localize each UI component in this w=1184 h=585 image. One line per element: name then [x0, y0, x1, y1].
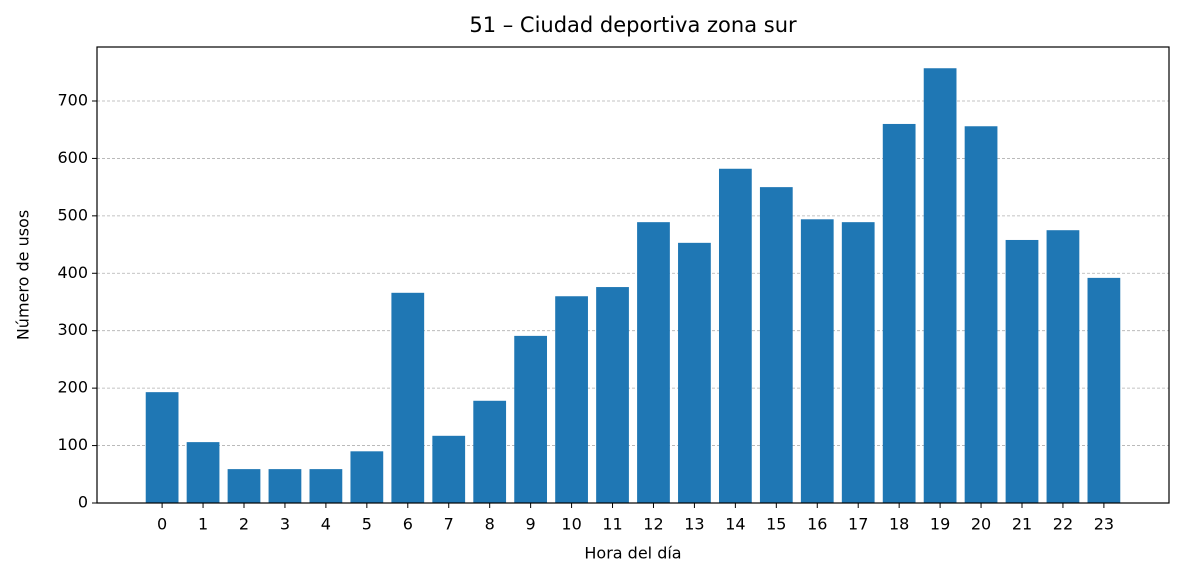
bar — [678, 242, 711, 503]
x-tick-label: 17 — [848, 515, 868, 534]
x-tick-label: 21 — [1012, 515, 1032, 534]
bar — [186, 442, 220, 503]
bar — [514, 335, 548, 503]
x-tick-label: 5 — [362, 515, 372, 534]
bar — [882, 123, 916, 503]
bar — [350, 451, 384, 503]
plot-frame — [96, 46, 1170, 504]
bar — [923, 68, 957, 504]
bar — [227, 469, 261, 503]
y-tick-label: 0 — [78, 493, 88, 512]
x-tick-label: 12 — [643, 515, 663, 534]
bar — [637, 222, 670, 503]
bar — [268, 469, 302, 503]
x-tick-label: 23 — [1094, 515, 1114, 534]
bar — [555, 296, 588, 503]
bar — [841, 222, 875, 503]
bar — [759, 187, 793, 503]
x-tick-label: 20 — [971, 515, 991, 534]
bar — [1046, 230, 1080, 503]
x-tick-label: 18 — [889, 515, 909, 534]
x-tick-label: 9 — [526, 515, 536, 534]
x-tick-label: 16 — [807, 515, 827, 534]
x-tick-label: 4 — [321, 515, 331, 534]
y-tick-label: 300 — [57, 320, 88, 339]
y-tick-label: 400 — [57, 263, 88, 282]
bar — [1005, 239, 1039, 503]
x-axis-label: Hora del día — [584, 544, 681, 563]
x-tick-label: 0 — [157, 515, 167, 534]
x-tick-label: 8 — [485, 515, 495, 534]
bar — [596, 287, 629, 503]
y-tick-label: 200 — [57, 378, 88, 397]
x-tick-label: 19 — [930, 515, 950, 534]
bar — [1087, 277, 1121, 503]
x-tick-label: 14 — [725, 515, 745, 534]
bar — [473, 400, 507, 503]
y-tick-label: 500 — [57, 205, 88, 224]
chart-title: 51 – Ciudad deportiva zona sur — [469, 13, 797, 37]
bar — [432, 435, 466, 503]
y-axis-label: Número de usos — [14, 210, 33, 340]
x-tick-label: 15 — [766, 515, 786, 534]
bar — [309, 469, 343, 503]
x-tick-label: 13 — [684, 515, 704, 534]
x-tick-label: 22 — [1053, 515, 1073, 534]
bar — [145, 392, 179, 503]
bar — [964, 126, 998, 504]
bar — [800, 219, 834, 504]
x-tick-label: 7 — [444, 515, 454, 534]
x-tick-label: 6 — [403, 515, 413, 534]
bar — [391, 292, 425, 503]
x-tick-label: 1 — [198, 515, 208, 534]
y-tick-label: 600 — [57, 148, 88, 167]
x-tick-label: 2 — [239, 515, 249, 534]
y-tick-label: 100 — [57, 435, 88, 454]
bar — [718, 168, 752, 503]
x-tick-label: 3 — [280, 515, 290, 534]
y-tick-label: 700 — [57, 90, 88, 109]
x-tick-label: 10 — [561, 515, 581, 534]
x-tick-label: 11 — [602, 515, 622, 534]
